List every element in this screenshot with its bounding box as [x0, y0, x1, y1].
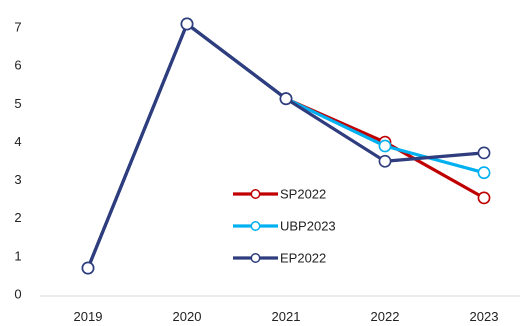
- data-point: [378, 139, 392, 153]
- x-tick-label: 2022: [371, 309, 400, 324]
- legend-label: UBP2023: [280, 219, 336, 234]
- series-ubp2023: [81, 17, 491, 275]
- x-tick-label: 2019: [74, 309, 103, 324]
- y-tick-label: 5: [14, 96, 21, 111]
- legend-label: SP2022: [280, 187, 326, 202]
- data-point: [477, 146, 491, 160]
- y-axis: 0 1 2 3 4 5 6 7: [14, 20, 21, 302]
- y-tick-label: 2: [14, 210, 21, 225]
- data-point: [477, 191, 491, 205]
- series-ep2022: [81, 17, 491, 275]
- data-point: [378, 154, 392, 168]
- legend-item: SP2022: [233, 187, 326, 202]
- y-tick-label: 1: [14, 248, 21, 263]
- data-point: [477, 166, 491, 180]
- x-tick-label: 2021: [272, 309, 301, 324]
- data-point: [279, 92, 293, 106]
- legend-label: EP2022: [280, 251, 326, 266]
- y-tick-label: 6: [14, 58, 21, 73]
- x-axis: 2019 2020 2021 2022 2023: [40, 295, 520, 324]
- y-tick-label: 4: [14, 134, 21, 149]
- y-tick-label: 7: [14, 20, 21, 35]
- x-tick-label: 2023: [470, 309, 499, 324]
- x-tick-label: 2020: [173, 309, 202, 324]
- data-point: [81, 261, 95, 275]
- legend-swatch-marker: [250, 221, 261, 231]
- y-tick-label: 3: [14, 172, 21, 187]
- legend: SP2022 UBP2023 EP2022: [233, 187, 336, 266]
- series-layer: [81, 17, 491, 275]
- legend-swatch-marker: [250, 189, 261, 199]
- legend-swatch-marker: [250, 253, 261, 263]
- data-point: [180, 17, 194, 31]
- legend-item: UBP2023: [233, 219, 336, 234]
- series-sp2022: [81, 17, 491, 275]
- legend-item: EP2022: [233, 251, 326, 266]
- y-tick-label: 0: [14, 287, 21, 302]
